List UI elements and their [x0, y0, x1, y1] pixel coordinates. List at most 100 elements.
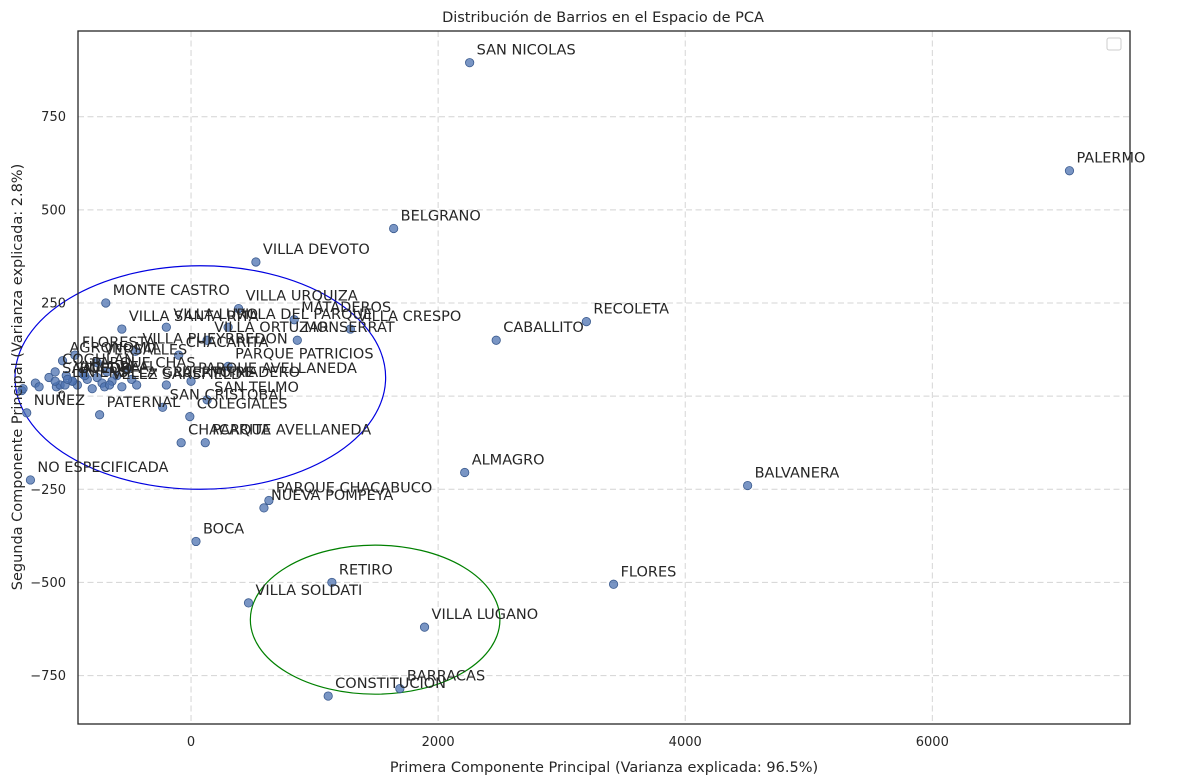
- data-point[interactable]: [130, 346, 141, 357]
- point-label: PARQUE PATRICIOS: [235, 346, 373, 362]
- data-point[interactable]: [50, 376, 60, 386]
- data-point[interactable]: [122, 365, 132, 375]
- y-axis-label: Segunda Componente Principal (Varianza e…: [10, 164, 26, 590]
- data-point[interactable]: [101, 298, 111, 308]
- data-point[interactable]: [70, 350, 80, 360]
- point-label: PATERNAL: [107, 395, 181, 411]
- point-label: CHACARITA: [188, 423, 271, 439]
- point-label: PARQUE AVELLANEDA: [212, 423, 371, 439]
- data-point[interactable]: [104, 380, 115, 390]
- data-point[interactable]: [608, 579, 619, 589]
- point-label: VILLA SANTA RITA: [129, 309, 259, 325]
- data-point[interactable]: [161, 380, 171, 390]
- data-point[interactable]: [491, 335, 501, 345]
- data-point[interactable]: [389, 223, 399, 234]
- point-label: VILLA REAL: [74, 359, 156, 375]
- data-point[interactable]: [234, 303, 244, 314]
- point-label: VILLA PUEYRREDON: [142, 331, 287, 347]
- cluster-ellipses: [14, 265, 501, 695]
- data-point[interactable]: [18, 384, 28, 394]
- point-label: FLORES: [621, 564, 677, 580]
- data-point[interactable]: [202, 395, 212, 405]
- data-point[interactable]: [186, 376, 196, 386]
- data-point[interactable]: [419, 622, 430, 632]
- data-point[interactable]: [50, 367, 60, 377]
- legend-box[interactable]: [1106, 37, 1122, 51]
- data-point[interactable]: [87, 384, 97, 394]
- x-tick-label: 2000: [422, 735, 455, 750]
- data-point[interactable]: [223, 361, 233, 371]
- point-label: VILLA LUGANO: [432, 607, 539, 623]
- data-point[interactable]: [95, 410, 105, 420]
- point-label: SAAVEDRA: [62, 361, 141, 377]
- data-point[interactable]: [243, 598, 254, 608]
- point-label: RETIRO: [339, 562, 393, 578]
- cluster-ellipse: [249, 544, 501, 695]
- data-point[interactable]: [743, 480, 753, 491]
- y-tick-label: 250: [41, 296, 66, 311]
- point-label: FLORESTA: [82, 335, 155, 351]
- data-point[interactable]: [200, 438, 210, 448]
- data-point[interactable]: [345, 324, 356, 334]
- data-point[interactable]: [223, 322, 233, 332]
- point-label: VILLA GRAL. MITRE: [117, 365, 255, 381]
- data-point[interactable]: [174, 350, 184, 360]
- point-label: CABALLITO: [503, 320, 584, 336]
- data-point[interactable]: [158, 402, 168, 412]
- y-tick-label: −750: [30, 669, 66, 684]
- point-label: PARQUE CHACABUCO: [276, 480, 432, 496]
- data-point[interactable]: [176, 438, 186, 448]
- data-point[interactable]: [25, 475, 36, 485]
- point-label: AGRONOMIA: [70, 341, 161, 357]
- point-label: COLEGIALES: [197, 397, 288, 413]
- data-point[interactable]: [259, 503, 269, 513]
- data-point[interactable]: [161, 322, 171, 332]
- data-point[interactable]: [465, 58, 475, 68]
- data-point[interactable]: [62, 374, 73, 384]
- data-point[interactable]: [191, 536, 201, 547]
- x-tick-label: 4000: [669, 735, 702, 750]
- point-label: VERSALLES: [104, 343, 187, 359]
- point-label: SAN CRISTOBAL: [170, 387, 287, 403]
- data-point[interactable]: [57, 356, 68, 366]
- grid: [78, 31, 1130, 724]
- data-point[interactable]: [112, 371, 122, 381]
- point-label: PALERMO: [1076, 151, 1145, 167]
- point-label: MONTE CASTRO: [113, 283, 230, 299]
- point-label: BOCA: [203, 521, 244, 537]
- data-point[interactable]: [289, 315, 299, 325]
- point-label: PARQUE CHAS: [92, 356, 196, 372]
- y-tick-label: 750: [41, 110, 66, 125]
- data-point[interactable]: [395, 684, 405, 694]
- data-point[interactable]: [117, 324, 127, 334]
- data-point[interactable]: [80, 371, 90, 381]
- point-label: VILLA DEL PARQUE: [235, 307, 372, 323]
- point-label: PUERTO MADERO: [173, 365, 300, 381]
- data-point[interactable]: [102, 367, 112, 377]
- data-point[interactable]: [202, 335, 212, 345]
- point-label: BOEDO: [79, 361, 132, 377]
- data-point[interactable]: [34, 382, 44, 392]
- data-point[interactable]: [185, 412, 195, 422]
- point-label: COGHLAN: [62, 352, 135, 368]
- point-label: MATADEROS: [301, 300, 391, 316]
- data-point[interactable]: [251, 257, 261, 267]
- chart-title: Distribución de Barrios en el Espacio de…: [442, 10, 764, 26]
- data-points: [17, 58, 1075, 701]
- data-point[interactable]: [292, 335, 302, 345]
- point-label: VELEZ SARSFIELD: [112, 367, 243, 383]
- point-label: VILLA CRESPO: [357, 309, 461, 325]
- y-tick-label: −250: [30, 483, 66, 498]
- data-point[interactable]: [460, 467, 470, 478]
- data-point[interactable]: [132, 380, 142, 390]
- point-label: VILLA LURO: [173, 307, 258, 323]
- data-point[interactable]: [117, 382, 127, 392]
- data-point[interactable]: [327, 577, 337, 588]
- data-point[interactable]: [92, 357, 102, 368]
- data-point[interactable]: [581, 317, 591, 327]
- data-point[interactable]: [1064, 166, 1075, 176]
- data-point[interactable]: [264, 495, 274, 506]
- data-point[interactable]: [22, 408, 32, 418]
- data-point[interactable]: [323, 691, 333, 701]
- point-label: VILLA DEVOTO: [263, 242, 370, 258]
